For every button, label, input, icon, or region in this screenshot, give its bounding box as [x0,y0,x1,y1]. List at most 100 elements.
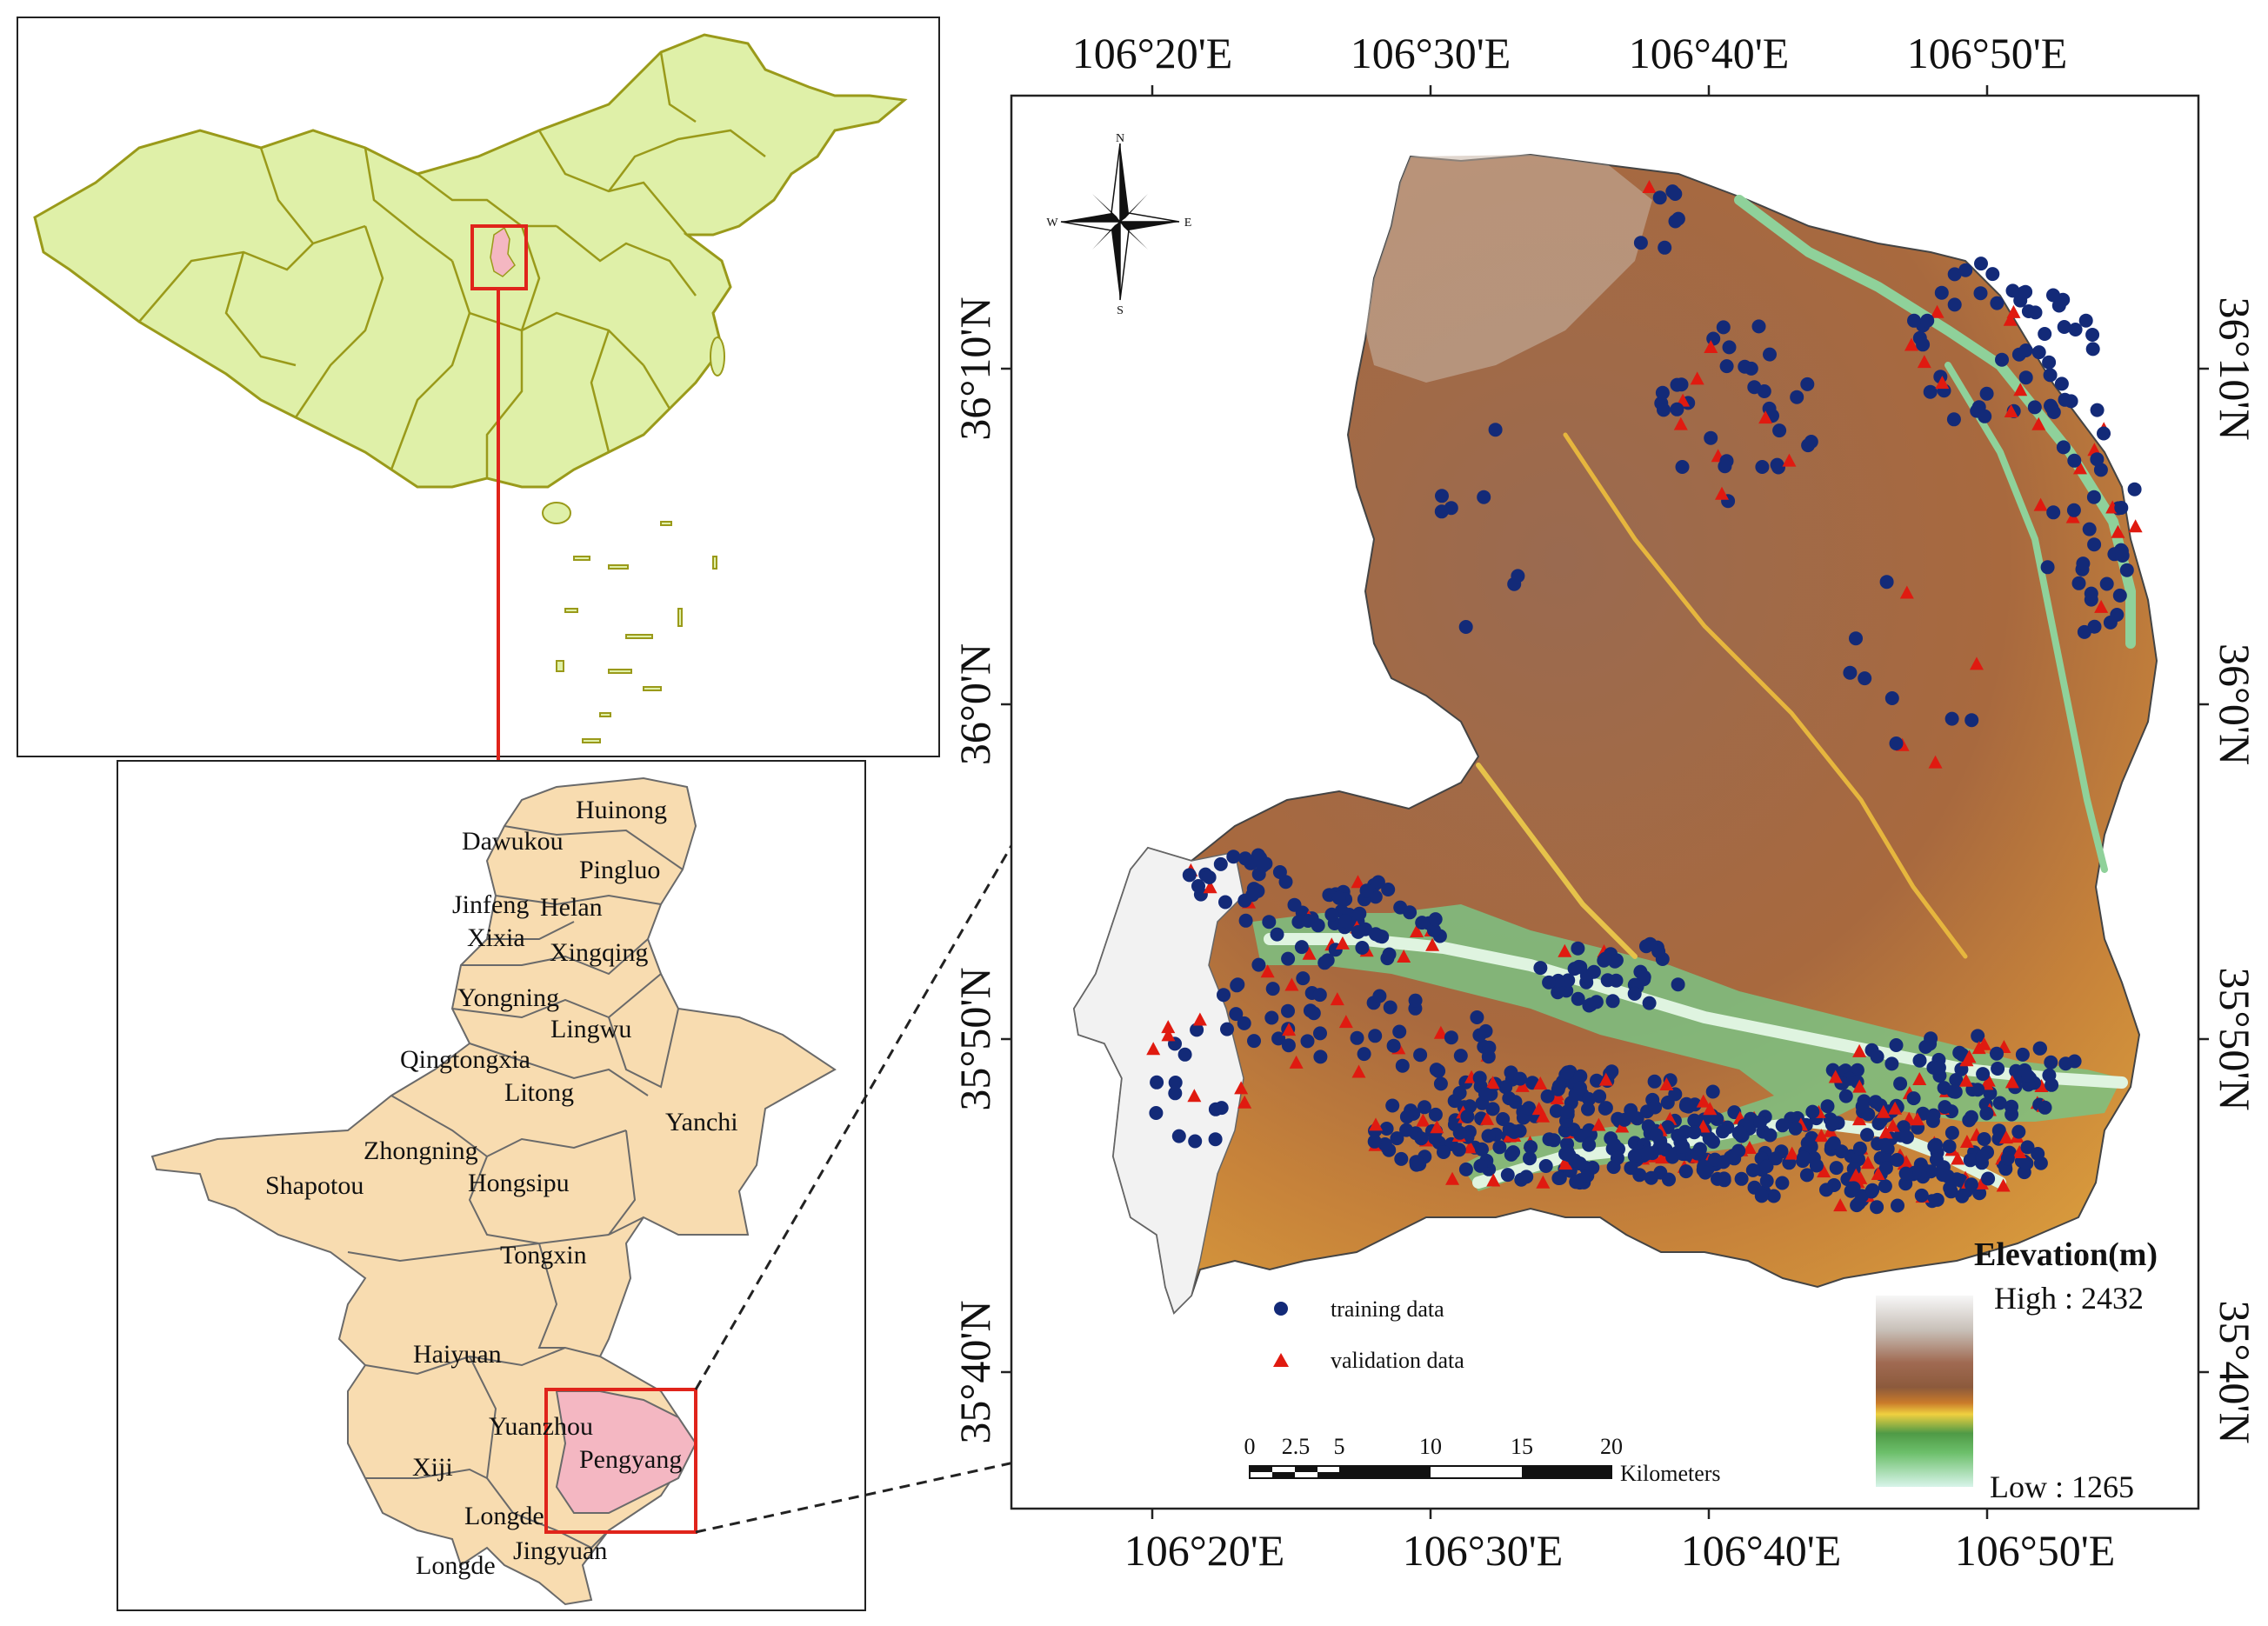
training-point [1386,1038,1401,1053]
training-point [2031,345,2046,360]
training-point [1797,1150,1811,1165]
county-label: Huinong [576,796,667,824]
validation-point [1284,977,1299,991]
training-point [1655,385,1670,400]
validation-point [1187,1089,1202,1103]
training-point [1592,1089,1607,1103]
training-point [1639,1146,1654,1161]
validation-point [1598,1072,1613,1086]
training-point [1829,1161,1844,1176]
training-point [1944,1125,1959,1140]
county-label: Pingluo [579,856,660,884]
training-point [1838,1089,1853,1103]
training-point [1889,1038,1904,1052]
county-label: Xixia [467,923,525,952]
training-point [2066,503,2081,517]
training-point [2005,1099,2018,1114]
scale-tick-label: 0 [1244,1434,1256,1459]
training-point [1597,953,1611,968]
training-point [1458,1162,1473,1176]
training-point [1270,927,1284,942]
training-point [1947,297,1962,312]
training-point [1582,1123,1597,1137]
training-point [1182,868,1197,883]
training-point [1924,1194,1939,1209]
hainan-island [542,502,571,524]
scale-bar: 0 2.5 5 10 15 20 Kilometers [1244,1434,1721,1486]
training-point [1245,888,1260,903]
training-point [1582,1092,1597,1106]
training-point [1900,1130,1914,1144]
validation-point [1433,1025,1448,1039]
training-point [2058,1056,2073,1071]
validation-point [1659,1076,1674,1090]
training-point [1637,970,1651,984]
training-point [1706,331,1721,346]
training-point [2027,400,2042,415]
compass-east-label: E [1184,217,1192,230]
lon-label-bottom: 106°50'E [1955,1526,2116,1575]
scale-tick-label: 2.5 [1282,1434,1311,1459]
training-point [1573,1069,1588,1083]
validation-point [1445,1171,1460,1185]
training-point [2046,405,2061,419]
training-point [1498,1080,1513,1095]
training-point [1256,858,1271,873]
training-point [1507,1124,1522,1139]
training-point [1582,1137,1597,1152]
validation-point [1558,943,1572,957]
training-point [1281,1003,1295,1018]
county-label: Yuanzhou [489,1412,593,1441]
validation-point [2013,383,2028,397]
validation-point [1330,992,1344,1006]
training-point [1676,1139,1691,1154]
lon-label-top: 106°50'E [1907,29,2068,77]
training-point [1435,489,1449,503]
training-point [1799,1168,1814,1183]
training-point [1698,1165,1712,1180]
validation-data-symbol [1273,1353,1289,1367]
training-point [1338,914,1352,929]
training-point [1478,1087,1492,1102]
validation-point [1463,1140,1478,1154]
training-point [2085,328,2100,342]
training-point [1390,1131,1404,1146]
training-point [1687,1125,1702,1140]
validation-point [2128,519,2143,533]
county-label: Dawukou [462,827,564,856]
training-point [2086,490,2101,504]
training-point [2051,298,2066,313]
training-point [1523,1151,1537,1166]
training-point [1800,377,1815,391]
county-label: Hongsipu [468,1169,570,1197]
training-point [1472,1070,1487,1085]
training-point [2005,283,2020,298]
validation-point [1917,355,1931,369]
training-point [1995,352,2009,367]
training-point [2127,482,2142,496]
training-point [1775,1176,1790,1190]
validation-point [2031,416,2046,430]
lat-label-left: 36°10'N [951,297,999,440]
training-point [1368,1029,1383,1043]
training-point [1511,569,1525,583]
training-point [1738,359,1752,374]
training-point [1551,1171,1566,1185]
validation-point [1888,1101,1903,1115]
validation-point [2034,1078,2049,1092]
county-label: Xiji [412,1453,453,1482]
validation-point [1335,936,1350,950]
training-point [1658,1143,1673,1157]
training-point [1477,490,1491,504]
county-label: Jingyuan [513,1536,607,1565]
validation-point [1912,1071,1927,1085]
training-point [1452,1125,1467,1140]
training-point [1763,1128,1778,1143]
validation-point [1703,1102,1718,1116]
training-point [2011,347,2026,362]
validation-point [1930,304,1944,318]
validation-point [2072,461,2087,475]
validation-point [1878,1125,1893,1139]
training-point [2046,505,2061,520]
lat-label-right: 36°0'N [2211,643,2259,765]
